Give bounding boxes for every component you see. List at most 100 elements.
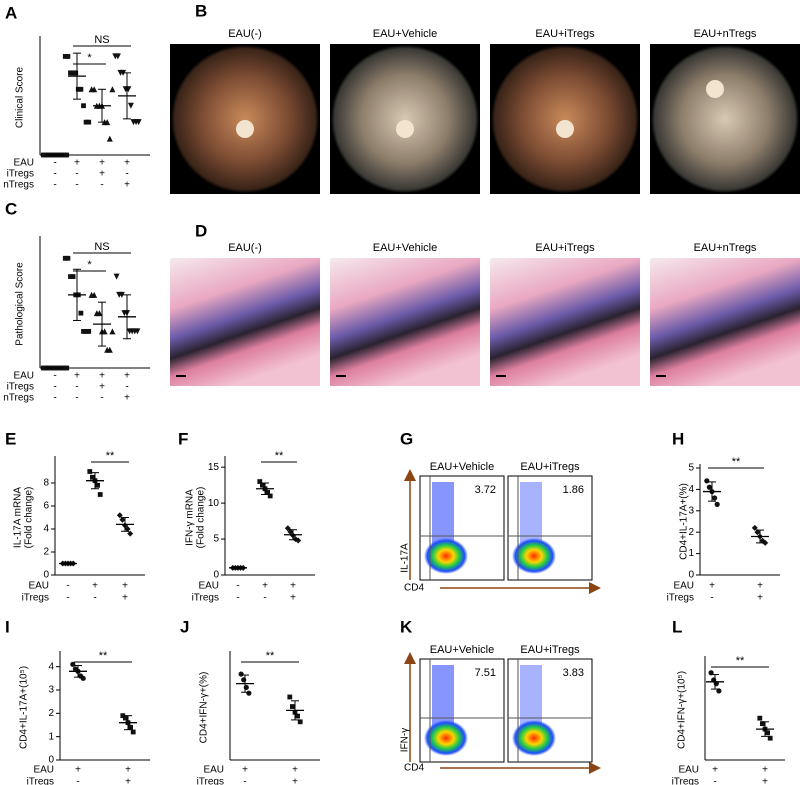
- y-tick-label: 4: [688, 484, 694, 495]
- y-axis-label: CD4+IL-17A+(%): [679, 483, 690, 560]
- data-point: [265, 489, 270, 495]
- y-tick-label: 2: [688, 527, 694, 538]
- data-point: [83, 329, 89, 334]
- plot-title: EAU+iTregs: [520, 461, 580, 473]
- condition-mark: +: [122, 581, 128, 592]
- data-point: [62, 54, 68, 59]
- y-tick-label: 0: [688, 570, 694, 581]
- data-point: [70, 661, 76, 667]
- data-point: [101, 328, 108, 335]
- data-point: [714, 501, 720, 507]
- data-point: [75, 86, 81, 92]
- data-point: [64, 365, 70, 371]
- data-point: [114, 53, 121, 60]
- data-point: [91, 86, 98, 93]
- significance-label: NS: [94, 34, 109, 46]
- significance-label: **: [732, 456, 741, 468]
- image-label: EAU+nTregs: [694, 28, 757, 40]
- data-point: [757, 715, 763, 721]
- condition-name: iTregs: [672, 777, 699, 785]
- data-point: [751, 524, 758, 531]
- error-bar: [291, 700, 299, 721]
- flow-events: [424, 538, 468, 574]
- data-point: [62, 255, 68, 261]
- data-point: [109, 328, 116, 335]
- condition-mark: +: [292, 777, 298, 785]
- condition-mark: +: [124, 393, 130, 404]
- error-bar: [711, 674, 719, 690]
- condition-name: EAU: [28, 581, 49, 592]
- condition-mark: -: [236, 581, 239, 592]
- data-point: [61, 365, 67, 371]
- data-point: [238, 671, 244, 677]
- optic-disc: [706, 80, 724, 98]
- data-point: [65, 255, 71, 261]
- condition-mark: +: [125, 777, 131, 785]
- condition-name: iTregs: [197, 777, 224, 785]
- data-point: [81, 329, 86, 334]
- data-point: [81, 103, 86, 109]
- y-tick-label: 2: [43, 547, 49, 558]
- condition-name: EAU: [678, 765, 699, 776]
- y-axis-label: (Fold change): [24, 487, 35, 549]
- data-point: [123, 715, 128, 721]
- panel-letter: J: [180, 617, 189, 636]
- condition-name: iTregs: [192, 593, 219, 604]
- condition-mark: -: [75, 393, 78, 404]
- optic-disc: [396, 120, 414, 138]
- y-axis-label: Clinical Score: [15, 66, 26, 128]
- y-axis-label: IL-17A mRNA: [13, 487, 24, 548]
- condition-mark: +: [757, 581, 763, 592]
- y-tick-label: 10: [208, 498, 220, 509]
- data-point: [124, 526, 131, 532]
- optic-disc: [236, 120, 254, 138]
- condition-name: EAU: [673, 581, 694, 592]
- data-point: [40, 365, 46, 371]
- condition-mark: -: [100, 393, 103, 404]
- quadrant-percentage: 7.51: [475, 667, 496, 679]
- quadrant-percentage: 1.86: [563, 484, 584, 496]
- y-tick-label: 3: [48, 685, 54, 696]
- histology-image: [330, 258, 480, 386]
- data-point: [295, 713, 300, 719]
- panel-letter: I: [5, 617, 10, 636]
- y-axis-label: IFN-γ: [400, 728, 411, 752]
- image-label: EAU(-): [228, 28, 262, 40]
- x-axis-label: CD4: [404, 763, 424, 774]
- condition-mark: -: [93, 593, 96, 604]
- condition-mark: +: [74, 158, 80, 169]
- data-point: [287, 528, 294, 535]
- condition-mark: +: [709, 581, 715, 592]
- error-bar: [98, 301, 106, 347]
- condition-mark: +: [290, 581, 296, 592]
- significance-label: **: [266, 650, 275, 662]
- condition-name: EAU: [198, 581, 219, 592]
- significance-label: *: [87, 52, 92, 64]
- data-point: [716, 688, 722, 694]
- data-point: [65, 54, 71, 59]
- fundus-image: [491, 45, 639, 193]
- error-bar: [123, 294, 131, 340]
- y-tick-label: 1: [688, 548, 694, 559]
- condition-mark: -: [125, 169, 128, 180]
- data-point: [78, 310, 84, 316]
- data-point: [86, 329, 92, 334]
- flow-events: [512, 720, 556, 756]
- data-point: [91, 291, 98, 298]
- significance-label: **: [106, 450, 115, 462]
- data-point: [754, 529, 761, 536]
- significance-label: NS: [94, 241, 109, 253]
- condition-mark: +: [124, 158, 130, 169]
- condition-mark: -: [100, 180, 103, 191]
- condition-mark: +: [99, 158, 105, 169]
- condition-mark: +: [125, 765, 131, 776]
- condition-mark: +: [99, 371, 105, 382]
- error-bar: [234, 566, 242, 569]
- y-axis-label: IL-17A: [400, 543, 411, 573]
- fundus-image: [331, 45, 479, 193]
- significance-label: **: [736, 655, 745, 667]
- image-label: EAU+iTregs: [535, 242, 595, 254]
- condition-mark: -: [53, 169, 56, 180]
- data-point: [297, 719, 303, 725]
- condition-name: nTregs: [3, 180, 34, 191]
